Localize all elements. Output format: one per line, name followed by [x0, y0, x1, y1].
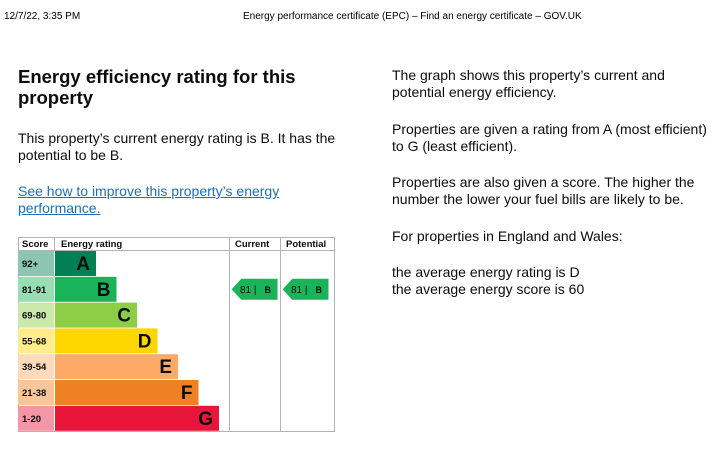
band-letter-g: G [198, 409, 213, 430]
potential-rating-marker-letter: B [316, 285, 323, 295]
band-bar-g [55, 405, 219, 431]
current-rating-marker-score: 81 | [240, 285, 257, 296]
potential-rating-marker-score: 81 | [291, 285, 308, 296]
band-score-cell-c [18, 302, 54, 328]
header-score: Score [22, 239, 48, 250]
explanation-score: Properties are also given a score. The h… [392, 174, 695, 207]
band-letter-d: D [138, 331, 152, 352]
band-score-d: 55-68 [22, 336, 46, 347]
current-rating-marker-letter: B [265, 285, 272, 295]
band-letter-c: C [117, 306, 131, 327]
band-score-cell-b [18, 276, 54, 302]
header-current: Current [235, 239, 270, 250]
band-score-cell-d [18, 328, 54, 354]
band-bar-a [55, 251, 96, 276]
band-score-b: 81-91 [22, 285, 47, 296]
band-score-g: 1-20 [22, 414, 41, 425]
explanation-rating: Properties are given a rating from A (mo… [392, 121, 707, 154]
current-rating-marker-arrow [230, 277, 279, 301]
band-letter-e: E [159, 357, 172, 378]
band-score-c: 69-80 [22, 311, 46, 322]
average-score: the average energy score is 60 [392, 281, 585, 297]
band-bar-f [55, 380, 199, 405]
print-date: 12/7/22, 3:35 PM [4, 11, 81, 22]
explanation-graph: The graph shows this property’s current … [392, 67, 665, 100]
band-letter-b: B [97, 280, 111, 301]
potential-rating-marker-arrow [281, 277, 330, 301]
band-bar-b [55, 276, 117, 302]
band-score-e: 39-54 [22, 362, 47, 373]
band-bar-e [55, 354, 178, 380]
england-wales-heading: For properties in England and Wales: [392, 228, 623, 244]
band-score-cell-a [18, 251, 54, 276]
average-rating: the average energy rating is D [392, 264, 580, 280]
band-letter-f: F [181, 383, 193, 404]
band-score-a: 92+ [22, 259, 39, 270]
band-letter-a: A [76, 254, 90, 275]
main-content: Energy efficiency rating for this proper… [18, 66, 348, 216]
band-score-cell-e [18, 354, 54, 380]
rating-summary: This property’s current energy rating is… [18, 130, 336, 163]
band-bar-c [55, 302, 137, 328]
header-energy-rating: Energy rating [61, 239, 122, 250]
band-score-f: 21-38 [22, 388, 46, 399]
page-heading: Energy efficiency rating for this proper… [18, 66, 296, 108]
rating-markers: 81 | B 81 | B [230, 277, 330, 301]
improve-energy-link[interactable]: See how to improve this property’s energ… [18, 183, 280, 216]
header-potential: Potential [286, 239, 326, 250]
band-score-cell-f [18, 380, 54, 405]
band-bar-d [55, 328, 158, 354]
rating-bands: 92+ A 81-91 B 69-80 C 55-68 D 39-54 E 21-38 F 1-20 G [18, 251, 219, 431]
print-page-title: Energy performance certificate (EPC) – F… [243, 11, 582, 22]
band-score-cell-g [18, 405, 54, 431]
